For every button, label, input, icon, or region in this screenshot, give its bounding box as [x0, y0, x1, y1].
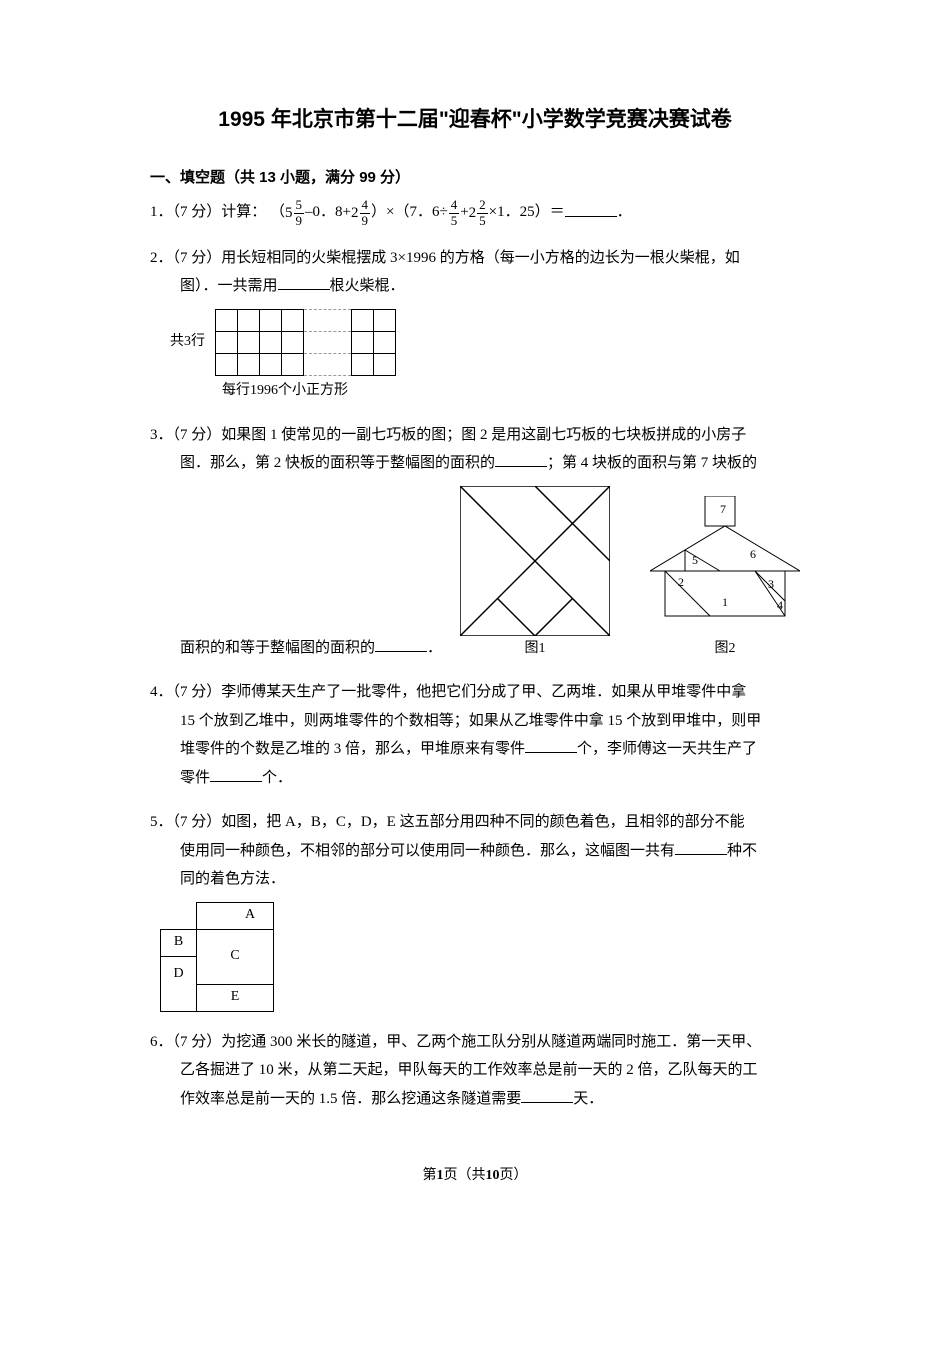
q2-line2: 图）．一共需用 根火柴棍． — [180, 272, 800, 301]
svg-text:2: 2 — [678, 575, 684, 589]
footer-d: 10 — [486, 1168, 500, 1183]
footer-e: 页） — [500, 1168, 528, 1183]
footer-a: 第 — [423, 1168, 437, 1183]
q3-line3: 面积的和等于整幅图的面积的 ． — [180, 634, 442, 663]
q1-f3-den: 5 — [449, 214, 460, 228]
q2-grid — [215, 309, 396, 376]
footer-b: 1 — [437, 1168, 444, 1183]
q1-suffix: ． — [617, 205, 632, 221]
q1-m2-num: 4 — [360, 198, 371, 213]
q1-m2-den: 9 — [360, 214, 371, 228]
q5-line1: 5．（7 分）如图，把 A，B，C，D，E 这五部分用四种不同的颜色着色，且相邻… — [150, 808, 800, 837]
q3-fig1-block: 图1 — [460, 486, 610, 663]
q5-blank — [675, 840, 727, 855]
q4-line3-a: 堆零件的个数是乙堆的 3 倍，那么，甲堆原来有零件 — [180, 741, 525, 757]
q3-blank-2 — [375, 637, 427, 652]
q1-m1-frac: 59 — [294, 198, 305, 228]
q1-f3-num: 4 — [449, 198, 460, 213]
q2-caption: 每行1996个小正方形 — [222, 378, 800, 405]
q1-m4-num: 2 — [477, 198, 488, 213]
svg-text:5: 5 — [692, 553, 698, 567]
q1-m1-den: 9 — [294, 214, 305, 228]
q4-blank-1 — [525, 738, 577, 753]
q1-mid: ）×（7．6÷ — [371, 205, 448, 221]
q5-line2-b: 种不 — [727, 843, 757, 859]
q5-line2: 使用同一种颜色，不相邻的部分可以使用同一种颜色．那么，这幅图一共有 种不 — [180, 837, 800, 866]
q3-fig1-caption: 图1 — [460, 636, 610, 663]
q5-cell-e: E — [196, 984, 274, 1012]
q4-line3: 堆零件的个数是乙堆的 3 倍，那么，甲堆原来有零件 个，李师傅这一天共生产了 — [180, 735, 800, 764]
q4-line4-b: 个． — [262, 770, 292, 786]
q1-m2-whole: 2 — [351, 205, 359, 221]
q1-m2-frac: 49 — [360, 198, 371, 228]
q4-line1: 4．（7 分）李师傅某天生产了一批零件，他把它们分成了甲、乙两堆．如果从甲堆零件… — [150, 678, 800, 707]
q5-cell-c: C — [196, 929, 274, 985]
q5-cell-a: A — [196, 902, 274, 930]
svg-text:1: 1 — [722, 595, 728, 609]
q3-line2-a: 图．那么，第 2 快板的面积等于整幅图的面积的 — [180, 455, 495, 471]
footer-c: 页（共 — [444, 1168, 486, 1183]
q3-line2: 图．那么，第 2 快板的面积等于整幅图的面积的 ；第 4 块板的面积与第 7 块板… — [180, 449, 800, 478]
q2-line2-b: 根火柴棍． — [330, 278, 405, 294]
q3-fig2-caption: 图2 — [650, 636, 800, 663]
q1-plus: + — [460, 205, 468, 221]
question-2: 2．（7 分）用长短相同的火柴棍摆成 3×1996 的方格（每一小方格的边长为一… — [150, 244, 800, 405]
q5-diagram: A B C D E — [160, 902, 280, 1012]
question-3: 3．（7 分）如果图 1 使常见的一副七巧板的图；图 2 是用这副七巧板的七块板… — [150, 421, 800, 663]
svg-text:6: 6 — [750, 547, 756, 561]
q6-line3-b: 天． — [573, 1091, 603, 1107]
q4-line3-b: 个，李师傅这一天共生产了 — [577, 741, 757, 757]
q6-line3-a: 作效率总是前一天的 1.5 倍．那么挖通这条隧道需要 — [180, 1091, 521, 1107]
q4-line4: 零件 个． — [180, 764, 800, 793]
question-6: 6．（7 分）为挖通 300 米长的隧道，甲、乙两个施工队分别从隧道两端同时施工… — [150, 1028, 800, 1114]
q1-m1-num: 5 — [294, 198, 305, 213]
q3-line1: 3．（7 分）如果图 1 使常见的一副七巧板的图；图 2 是用这副七巧板的七块板… — [150, 421, 800, 450]
question-5: 5．（7 分）如图，把 A，B，C，D，E 这五部分用四种不同的颜色着色，且相邻… — [150, 808, 800, 1012]
svg-text:7: 7 — [720, 502, 726, 516]
q5-line3: 同的着色方法． — [180, 865, 800, 894]
q1-blank — [565, 202, 617, 217]
section-header: 一、填空题（共 13 小题，满分 99 分） — [150, 164, 800, 193]
q6-blank — [521, 1088, 573, 1103]
q1-m4-whole: 2 — [469, 205, 477, 221]
q1-m1-whole: 5 — [285, 205, 293, 221]
q1-m4-frac: 25 — [477, 198, 488, 228]
q6-line2: 乙各掘进了 10 米，从第二天起，甲队每天的工作效率总是前一天的 2 倍，乙队每… — [180, 1056, 800, 1085]
tangram-figure-1 — [460, 486, 610, 636]
q1-m4-den: 5 — [477, 214, 488, 228]
q1-lp: （ — [270, 205, 285, 221]
svg-text:3: 3 — [768, 577, 774, 591]
question-1: 1．（7 分）计算： （559–0．8+249）×（7．6÷45+225×1．2… — [150, 198, 800, 228]
q1-prefix: 1．（7 分）计算： — [150, 205, 266, 221]
q4-blank-2 — [210, 767, 262, 782]
q5-line2-a: 使用同一种颜色，不相邻的部分可以使用同一种颜色．那么，这幅图一共有 — [180, 843, 675, 859]
tangram-figure-2: 7 5 6 2 1 3 4 — [650, 496, 800, 636]
q6-line1: 6．（7 分）为挖通 300 米长的隧道，甲、乙两个施工队分别从隧道两端同时施工… — [150, 1028, 800, 1057]
q3-blank-1 — [495, 452, 547, 467]
question-4: 4．（7 分）李师傅某天生产了一批零件，他把它们分成了甲、乙两堆．如果从甲堆零件… — [150, 678, 800, 792]
q3-line2-b: ；第 4 块板的面积与第 7 块板的 — [547, 455, 757, 471]
q3-line3-b: ． — [427, 640, 442, 656]
q1-minus: –0．8+ — [305, 205, 351, 221]
q2-line2-a: 图）．一共需用 — [180, 278, 278, 294]
q5-cell-d: D — [160, 956, 197, 1012]
q2-row-label: 共3行 — [170, 329, 205, 356]
q1-body: 1．（7 分）计算： （559–0．8+249）×（7．6÷45+225×1．2… — [150, 198, 800, 228]
q3-line3-a: 面积的和等于整幅图的面积的 — [180, 640, 375, 656]
q4-line4-a: 零件 — [180, 770, 210, 786]
q1-tail: ×1．25）＝ — [489, 205, 565, 221]
q2-figure: 共3行 每行1996个小正方形 — [170, 309, 800, 405]
q6-line3: 作效率总是前一天的 1.5 倍．那么挖通这条隧道需要 天． — [180, 1085, 800, 1114]
q2-line1: 2．（7 分）用长短相同的火柴棍摆成 3×1996 的方格（每一小方格的边长为一… — [150, 244, 800, 273]
q3-fig2-block: 7 5 6 2 1 3 4 图2 — [650, 496, 800, 663]
svg-text:4: 4 — [777, 598, 783, 612]
q1-f3: 45 — [449, 198, 460, 228]
page-title: 1995 年北京市第十二届"迎春杯"小学数学竞赛决赛试卷 — [150, 100, 800, 140]
page-footer: 第1页（共10页） — [150, 1163, 800, 1190]
q5-cell-b: B — [160, 929, 197, 957]
q4-line2: 15 个放到乙堆中，则两堆零件的个数相等；如果从乙堆零件中拿 15 个放到甲堆中… — [180, 707, 800, 736]
q2-blank — [278, 275, 330, 290]
